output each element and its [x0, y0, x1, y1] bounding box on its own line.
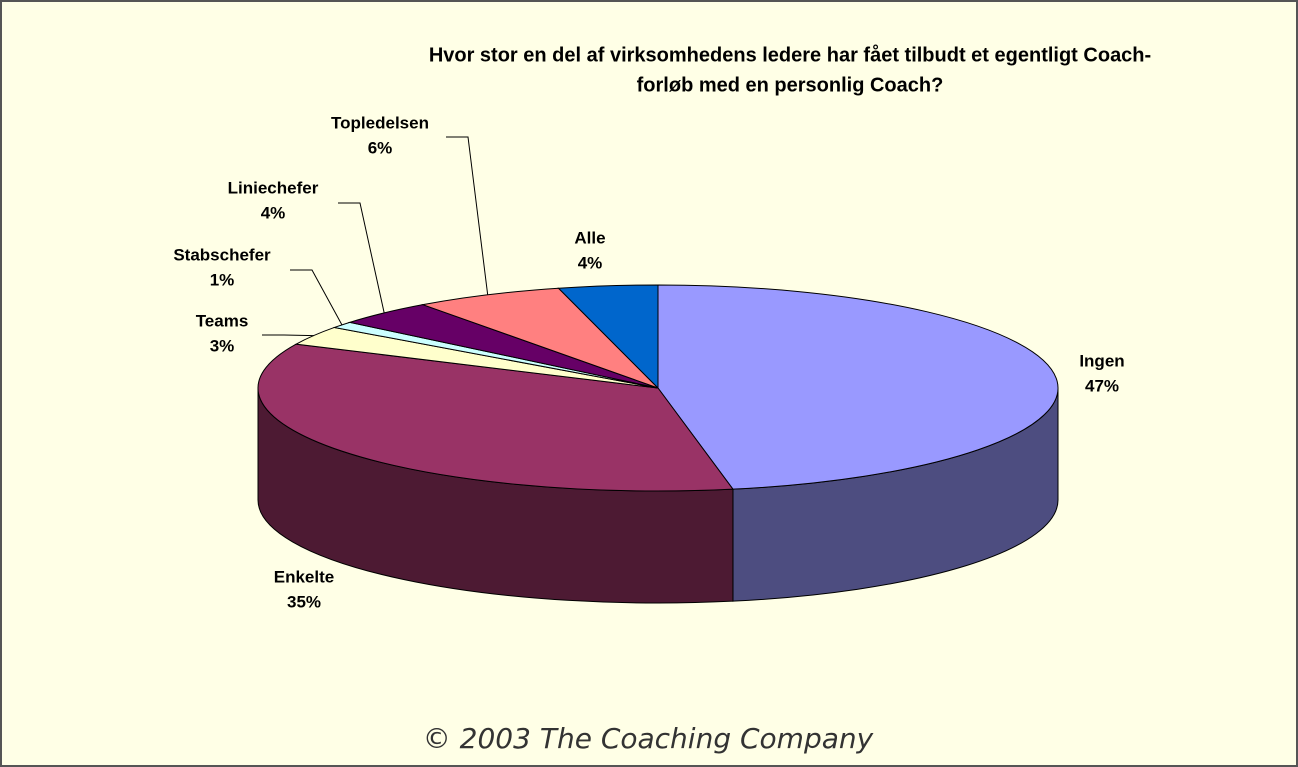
slice-label: Enkelte	[274, 567, 334, 586]
slice-label: Teams	[196, 311, 249, 330]
slice-label: Ingen	[1079, 351, 1124, 370]
slice-label: Topledelsen	[331, 113, 429, 132]
slice	[257, 343, 734, 492]
slice-value-label: 47%	[1085, 376, 1119, 395]
chart-title: Hvor stor en del af virksomhedens ledere…	[429, 43, 1151, 66]
slice-label: Liniechefer	[228, 178, 319, 197]
slice	[657, 284, 1059, 490]
slice-value-label: 6%	[368, 138, 393, 157]
slice-value-label: 4%	[261, 203, 286, 222]
slice-value-label: 3%	[210, 336, 235, 355]
footer: © 2003 The Coaching Company	[423, 722, 874, 755]
leader-line	[290, 269, 343, 326]
slice-label: Alle	[574, 228, 605, 247]
slice-value-label: 35%	[287, 592, 321, 611]
slice-value-label: 1%	[210, 270, 235, 289]
leader-line	[446, 136, 489, 295]
slice	[557, 284, 659, 390]
leader-line	[262, 334, 314, 337]
slice-label: Stabschefer	[173, 245, 271, 264]
slice-value-label: 4%	[578, 253, 603, 272]
chart-title: forløb med en personlig Coach?	[637, 74, 944, 96]
leader-line	[338, 202, 385, 314]
